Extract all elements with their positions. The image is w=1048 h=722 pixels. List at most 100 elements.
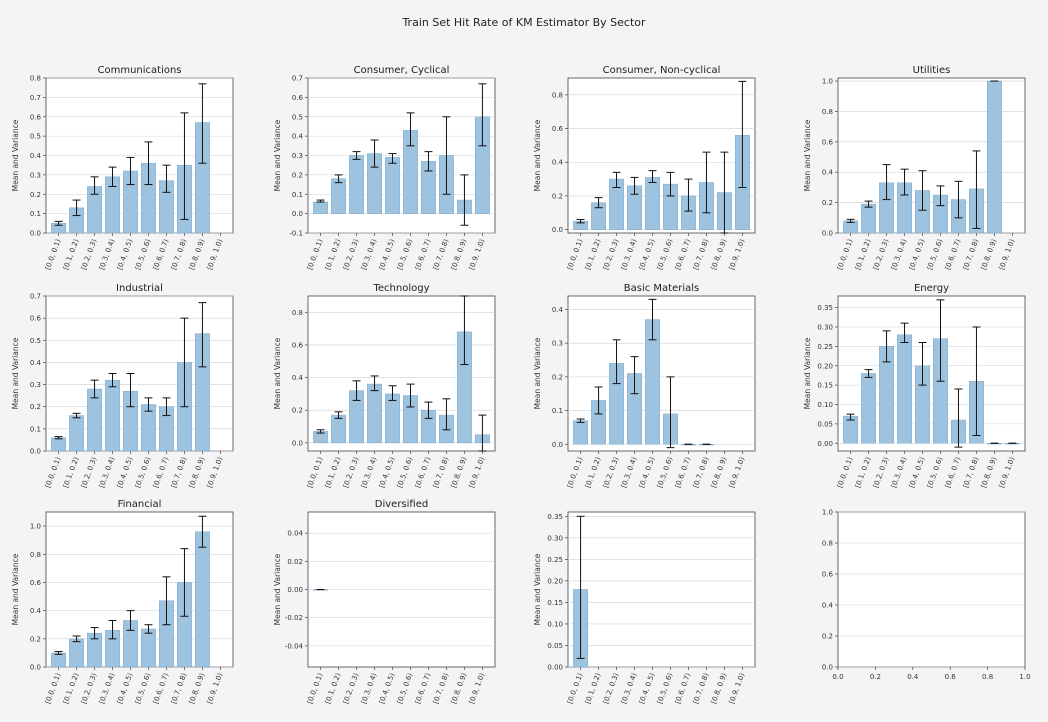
y-axis-label: Mean and Variance [11, 119, 20, 191]
x-tick-label: [0.8, 0.9) [710, 456, 729, 489]
subplot-title: Diversified [375, 499, 428, 510]
x-tick-label: [0.7, 0.8) [432, 456, 451, 489]
y-tick-label: 0.0 [822, 230, 833, 238]
y-tick-label: 0.4 [552, 159, 564, 167]
y-tick-label: 0.6 [822, 138, 834, 146]
y-tick-label: 0.2 [552, 192, 563, 200]
x-tick-label: [0.4, 0.5) [116, 456, 135, 489]
x-tick-label: [0.9, 1.0) [468, 672, 487, 705]
x-tick-label: [0.5, 0.6) [396, 672, 415, 705]
x-tick-label: [0.7, 0.8) [170, 238, 189, 271]
subplot-title: Consumer, Cyclical [354, 65, 450, 76]
x-tick-label: [0.0, 0.1) [566, 456, 585, 489]
x-tick-label: [0.1, 0.2) [584, 672, 603, 705]
x-tick-label: 0.0 [832, 673, 843, 681]
x-tick-label: [0.2, 0.3) [602, 456, 621, 489]
y-tick-label: 0.4 [30, 607, 42, 615]
y-tick-label: 0.30 [817, 324, 833, 332]
x-tick-label: [0.1, 0.2) [324, 672, 343, 705]
x-tick-label: [0.5, 0.6) [656, 456, 675, 489]
y-tick-label: 0.8 [822, 540, 833, 548]
y-tick-label: 0.0 [30, 664, 41, 672]
x-tick-label: [0.7, 0.8) [962, 238, 981, 271]
y-tick-label: 0.3 [30, 381, 41, 389]
x-tick-label: [0.2, 0.3) [872, 238, 891, 271]
y-tick-label: 0.8 [292, 309, 303, 317]
y-tick-label: -0.1 [289, 230, 303, 238]
y-tick-label: 0.2 [822, 199, 833, 207]
subplot-title: Energy [914, 283, 949, 294]
x-tick-label: [0.9, 1.0) [468, 456, 487, 489]
y-tick-label: 0.6 [292, 341, 304, 349]
bar [573, 420, 589, 445]
y-tick-label: 0.1 [30, 425, 41, 433]
bar [69, 638, 85, 668]
y-tick-label: 0.6 [552, 125, 564, 133]
y-tick-label: 0.1 [30, 210, 41, 218]
y-tick-label: 0.04 [287, 530, 303, 538]
x-tick-label: [0.1, 0.2) [854, 456, 873, 489]
bar [385, 157, 400, 214]
x-tick-label: [0.9, 1.0) [728, 456, 747, 489]
x-tick-label: [0.3, 0.4) [98, 456, 117, 489]
x-tick-label: [0.8, 0.9) [450, 238, 469, 271]
y-tick-label: 0.2 [552, 373, 563, 381]
x-tick-label: [0.1, 0.2) [62, 672, 81, 705]
y-tick-label: 0.35 [817, 304, 833, 312]
subplot-4: 0.0 0.2 0.4 0.6 0.8 1.0 Utilities Mean and Vari… [803, 65, 1026, 271]
y-tick-label: 0.4 [822, 602, 834, 610]
y-tick-label: 0.2 [30, 403, 41, 411]
y-tick-label: 0.2 [30, 191, 41, 199]
x-tick-label: 0.8 [982, 673, 993, 681]
y-tick-label: 0.7 [292, 75, 303, 83]
x-tick-label: [0.0, 0.1) [44, 672, 63, 705]
x-tick-label: [0.7, 0.8) [692, 456, 711, 489]
x-tick-label: [0.1, 0.2) [324, 456, 343, 489]
x-tick-label: [0.2, 0.3) [342, 672, 361, 705]
x-tick-label: [0.8, 0.9) [188, 238, 207, 271]
x-tick-label: [0.0, 0.1) [306, 672, 325, 705]
y-axis-label: Mean and Variance [803, 119, 812, 191]
x-tick-label: [0.0, 0.1) [566, 672, 585, 705]
subplot-title: Communications [97, 65, 181, 76]
y-axis-label: Mean and Variance [11, 337, 20, 409]
bar [51, 437, 67, 452]
y-axis-label: Mean and Variance [273, 337, 282, 409]
x-tick-label: [0.6, 0.7) [152, 238, 171, 271]
figure-title: Train Set Hit Rate of KM Estimator By Se… [401, 16, 646, 29]
y-tick-label: 0.4 [30, 359, 42, 367]
x-tick-label: [0.6, 0.7) [414, 672, 433, 705]
x-tick-label: [0.4, 0.5) [378, 456, 397, 489]
y-tick-label: 1.0 [822, 78, 833, 86]
x-tick-label: [0.4, 0.5) [638, 672, 657, 705]
y-tick-label: 0.1 [292, 191, 303, 199]
x-tick-label: [0.0, 0.1) [566, 238, 585, 271]
x-tick-label: [0.2, 0.3) [80, 456, 99, 489]
y-tick-label: 1.0 [822, 509, 833, 517]
x-tick-label: [0.3, 0.4) [98, 672, 117, 705]
x-tick-label: [0.1, 0.2) [584, 238, 603, 271]
x-tick-label: [0.7, 0.8) [692, 672, 711, 705]
x-tick-label: [0.0, 0.1) [836, 456, 855, 489]
y-axis-label: Mean and Variance [803, 337, 812, 409]
y-tick-label: 0.6 [30, 579, 42, 587]
x-tick-label: [0.8, 0.9) [710, 238, 729, 271]
y-tick-label: 0.8 [30, 551, 41, 559]
y-tick-label: 0.0 [30, 230, 41, 238]
y-axis-label: Mean and Variance [533, 119, 542, 191]
y-tick-label: 0.6 [30, 315, 42, 323]
y-tick-label: 0.2 [292, 407, 303, 415]
y-tick-label: 0.3 [30, 171, 41, 179]
subplot-title: Basic Materials [624, 283, 700, 294]
x-tick-label: [0.0, 0.1) [836, 238, 855, 271]
x-tick-label: [0.0, 0.1) [306, 238, 325, 271]
y-axis-label: Mean and Variance [533, 337, 542, 409]
bar [645, 177, 660, 230]
x-tick-label: [0.7, 0.8) [170, 456, 189, 489]
x-tick-label: [0.5, 0.6) [926, 456, 945, 489]
subplot-grid: 0.0 0.1 0.2 0.3 0.4 0.5 0.6 0.7 0.8 Communication… [11, 65, 1031, 705]
subplot-9: 0.0 0.2 0.4 0.6 0.8 1.0 Financial Mean and Vari… [11, 499, 234, 705]
bar [385, 393, 400, 444]
subplot-1: 0.0 0.1 0.2 0.3 0.4 0.5 0.6 0.7 0.8 Communication… [11, 65, 234, 271]
bar [897, 334, 912, 444]
